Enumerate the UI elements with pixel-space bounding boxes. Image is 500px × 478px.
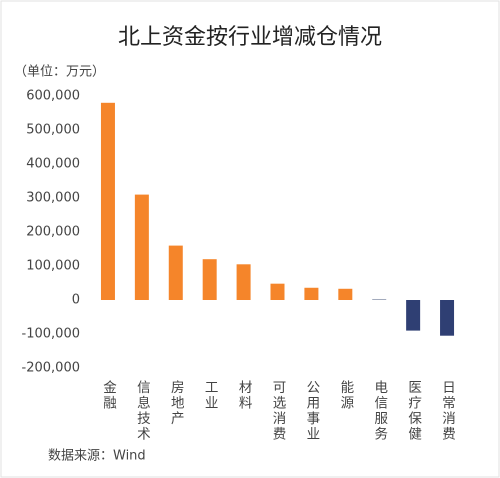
- y-tick-label: -100,000: [22, 327, 80, 342]
- x-tick-label: 金融: [100, 380, 117, 411]
- bar: [372, 298, 387, 300]
- bar: [406, 300, 421, 331]
- bar: [168, 245, 183, 300]
- source: 数据来源：Wind: [48, 449, 146, 464]
- bar: [338, 288, 353, 300]
- x-tick-label: 工业: [202, 380, 219, 411]
- bar: [100, 102, 115, 300]
- x-tick-label: 公用事业: [303, 380, 320, 442]
- x-tick-label: 能源: [337, 380, 354, 411]
- y-tick-label: 0: [72, 293, 80, 308]
- chart-title: 北上资金按行业增减仓情况: [118, 25, 382, 50]
- x-tick-label: 医疗保健: [405, 380, 422, 442]
- y-tick-label: -200,000: [22, 361, 80, 376]
- x-tick-label: 日常消费: [439, 380, 456, 442]
- x-tick-label: 电信服务: [371, 380, 388, 442]
- y-tick-label: 300,000: [26, 191, 80, 206]
- y-tick-label: 600,000: [26, 89, 80, 104]
- x-tick-label: 信息技术: [134, 380, 151, 442]
- x-tick-label: 可选消费: [270, 380, 287, 442]
- y-tick-label: 400,000: [26, 157, 80, 172]
- bar: [202, 259, 217, 300]
- y-tick-label: 100,000: [26, 259, 80, 274]
- unit-label: （单位：万元）: [14, 65, 105, 80]
- y-tick-label: 500,000: [26, 123, 80, 138]
- bar: [270, 283, 285, 300]
- y-tick-label: 200,000: [26, 225, 80, 240]
- bar: [440, 300, 455, 336]
- bar: [236, 264, 251, 300]
- x-tick-label: 材料: [236, 380, 253, 411]
- bar: [134, 194, 149, 300]
- x-tick-label: 房地产: [168, 380, 185, 427]
- bar: [304, 287, 319, 300]
